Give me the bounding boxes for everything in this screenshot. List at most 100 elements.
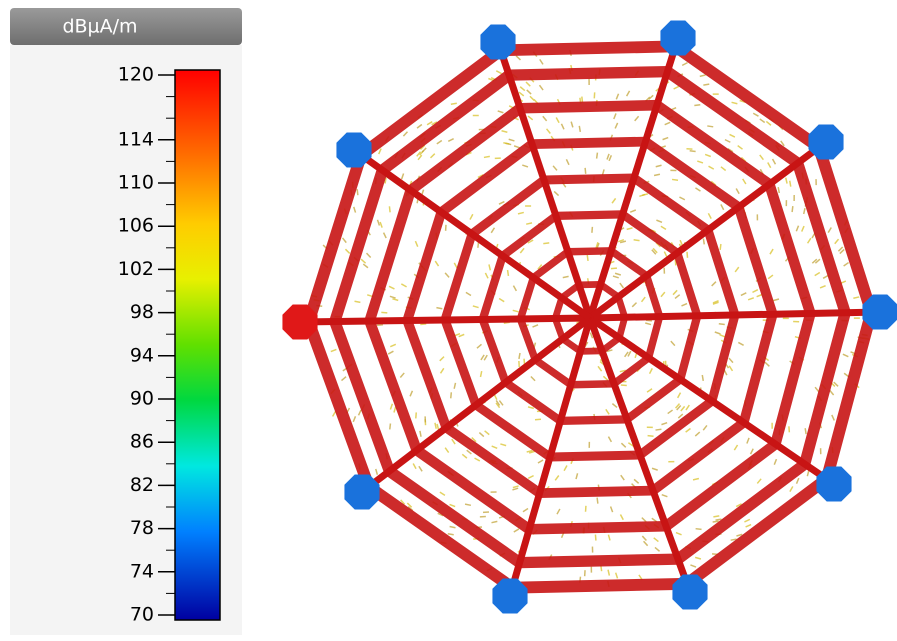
arrow-speck [530,96,534,100]
arrow-speck [598,366,602,371]
arrow-speck [470,214,473,219]
arrow-speck [392,299,398,301]
arrow-speck [415,241,417,247]
arrow-speck [448,139,453,142]
arrow-speck [445,273,449,277]
arrow-speck [696,529,702,530]
arrow-speck [646,320,652,321]
arrow-speck [804,208,805,214]
arrow-speck [709,166,714,169]
arrow-speck [729,366,732,371]
arrow-speck [662,495,668,497]
arrow-speck [807,470,809,476]
arrow-speck [621,443,625,447]
arrow-speck [437,140,442,143]
arrow-speck [492,446,498,448]
arrow-speck [615,123,617,128]
arrow-speck [499,298,504,301]
arrow-speck [786,178,787,184]
arrow-speck [613,276,619,278]
tick-label: 98 [130,301,154,323]
arrow-speck [513,286,516,291]
arrow-speck [400,373,404,378]
tick-label: 120 [118,64,154,86]
arrow-speck [379,149,381,155]
arrow-speck [579,126,580,132]
arrow-speck [707,126,713,127]
arrow-speck [820,286,826,288]
arrow-speck [843,354,848,356]
arrow-speck [394,407,396,413]
arrow-speck [496,71,501,74]
web-spoke [300,318,590,322]
arrow-speck [547,129,551,134]
arrow-speck [355,301,361,302]
tick-label: 110 [118,172,154,194]
arrow-speck [700,75,706,76]
arrow-speck [331,349,337,351]
arrow-speck [661,423,667,425]
arrow-speck [499,202,504,205]
arrow-speck [450,504,456,506]
arrow-speck [654,538,659,542]
arrow-speck [627,91,630,96]
arrow-speck [484,156,490,157]
arrow-speck [679,197,684,200]
arrow-speck [535,419,541,420]
arrow-speck [539,85,543,90]
arrow-speck [703,238,704,244]
arrow-speck [420,431,421,437]
arrow-speck [417,125,422,129]
arrow-speck [361,259,366,263]
arrow-speck [661,226,666,229]
arrow-speck [467,450,472,454]
arrow-speck [671,341,675,345]
tick-label: 106 [118,215,154,237]
arrow-speck [450,526,456,527]
arrow-speck [465,504,471,505]
arrow-speck [735,267,739,272]
arrow-speck [790,486,793,491]
arrow-speck [642,518,646,522]
arrow-speck [768,163,771,168]
arrow-speck [656,165,662,167]
tick-label: 86 [130,431,154,453]
arrow-speck [479,433,483,437]
arrow-speck [792,206,793,212]
arrow-speck [480,371,481,377]
arrow-speck [440,357,444,361]
arrow-speck [554,191,558,195]
color-bar [175,70,220,620]
arrow-speck [805,428,806,434]
arrow-speck [377,325,383,326]
arrow-speck [678,393,681,398]
current-web [300,38,880,596]
arrow-speck [760,155,764,160]
arrow-speck [445,448,448,453]
tick-label: 74 [130,560,154,582]
arrow-speck [477,344,482,348]
arrow-speck [553,166,557,171]
arrow-speck [376,469,378,475]
web-spoke [590,142,826,318]
arrow-speck [459,334,465,336]
arrow-speck [513,310,519,312]
arrow-speck [672,179,678,180]
arrow-speck [815,272,820,275]
arrow-speck [603,376,607,380]
arrow-speck [607,154,609,160]
arrow-speck [690,151,696,152]
arrow-speck [520,248,524,253]
arrow-speck [693,479,699,480]
arrow-speck [681,406,685,411]
arrow-speck [389,206,390,212]
arrow-speck [665,122,671,124]
arrow-speck [853,297,859,298]
arrow-speck [485,431,490,435]
arrow-speck [676,533,682,535]
arrow-speck [354,207,356,213]
tick-label: 102 [118,258,154,280]
arrow-speck [703,425,707,430]
arrow-speck [597,153,598,159]
arrow-speck [345,249,349,253]
